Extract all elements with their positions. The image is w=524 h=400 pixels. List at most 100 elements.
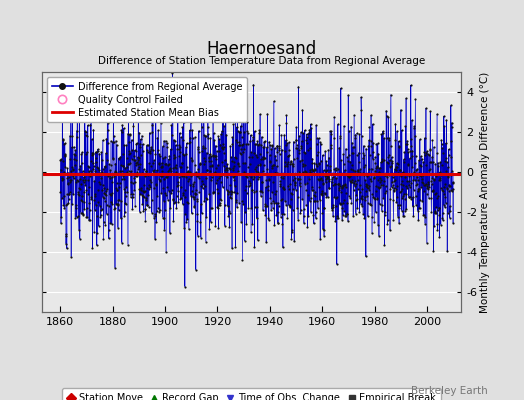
Point	[443, 164, 452, 170]
Point	[98, 157, 106, 163]
Point	[182, 218, 191, 225]
Point	[204, 158, 213, 165]
Point	[328, 207, 336, 214]
Point	[143, 185, 151, 192]
Point	[420, 212, 428, 218]
Point	[133, 161, 141, 167]
Point	[345, 152, 353, 158]
Point	[372, 140, 380, 147]
Point	[176, 196, 184, 202]
Point	[378, 128, 387, 134]
Point	[274, 199, 282, 206]
Point	[131, 157, 139, 163]
Point	[276, 183, 285, 189]
Point	[115, 156, 123, 162]
Point	[401, 196, 409, 202]
Point	[125, 131, 134, 137]
Point	[317, 158, 325, 164]
Point	[144, 172, 152, 178]
Point	[147, 144, 155, 150]
Point	[69, 172, 78, 179]
Text: Berkeley Earth: Berkeley Earth	[411, 386, 487, 396]
Point	[227, 158, 236, 164]
Point	[352, 192, 361, 198]
Point	[100, 195, 108, 201]
Point	[86, 172, 94, 179]
Point	[88, 245, 96, 252]
Point	[183, 168, 191, 175]
Point	[133, 168, 141, 175]
Point	[69, 166, 77, 172]
Point	[416, 136, 424, 143]
Point	[326, 170, 335, 177]
Point	[105, 191, 114, 197]
Point	[439, 150, 447, 156]
Point	[189, 135, 197, 142]
Point	[397, 208, 406, 214]
Point	[146, 177, 155, 183]
Point	[444, 146, 453, 152]
Point	[105, 175, 114, 182]
Point	[254, 142, 263, 148]
Point	[80, 179, 88, 185]
Point	[172, 205, 181, 211]
Point	[299, 212, 308, 219]
Point	[181, 283, 189, 290]
Point	[140, 173, 149, 179]
Point	[56, 189, 64, 195]
Point	[273, 149, 281, 156]
Point	[288, 228, 296, 235]
Point	[116, 154, 125, 160]
Point	[343, 172, 351, 178]
Point	[439, 210, 447, 216]
Point	[247, 205, 256, 212]
Point	[361, 197, 369, 204]
Point	[314, 149, 323, 155]
Point	[412, 174, 421, 180]
Point	[142, 195, 150, 201]
Point	[187, 155, 195, 162]
Point	[300, 206, 308, 212]
Point	[78, 210, 86, 216]
Point	[239, 201, 247, 207]
Point	[400, 174, 409, 181]
Point	[374, 184, 382, 190]
Point	[205, 225, 214, 232]
Point	[287, 159, 295, 166]
Point	[289, 161, 298, 168]
Point	[237, 134, 246, 140]
Point	[408, 177, 417, 184]
Point	[193, 198, 201, 204]
Point	[137, 186, 146, 193]
Point	[75, 116, 83, 123]
Point	[334, 121, 342, 128]
Point	[210, 130, 218, 136]
Point	[269, 178, 277, 185]
Point	[231, 154, 239, 161]
Point	[284, 153, 292, 159]
Point	[155, 151, 163, 158]
Point	[166, 166, 174, 172]
Point	[73, 134, 81, 140]
Point	[419, 180, 427, 187]
Point	[373, 196, 381, 202]
Point	[294, 84, 303, 90]
Point	[401, 191, 410, 197]
Point	[150, 157, 158, 164]
Point	[365, 182, 373, 189]
Point	[235, 138, 244, 145]
Point	[63, 191, 71, 197]
Point	[215, 136, 224, 142]
Point	[173, 182, 181, 189]
Point	[199, 143, 208, 149]
Point	[337, 189, 345, 196]
Point	[398, 186, 407, 192]
Point	[265, 158, 274, 164]
Point	[389, 187, 398, 193]
Point	[171, 142, 180, 148]
Point	[312, 122, 320, 128]
Text: Difference of Station Temperature Data from Regional Average: Difference of Station Temperature Data f…	[99, 56, 425, 66]
Point	[435, 234, 443, 240]
Point	[103, 156, 111, 163]
Point	[111, 168, 119, 174]
